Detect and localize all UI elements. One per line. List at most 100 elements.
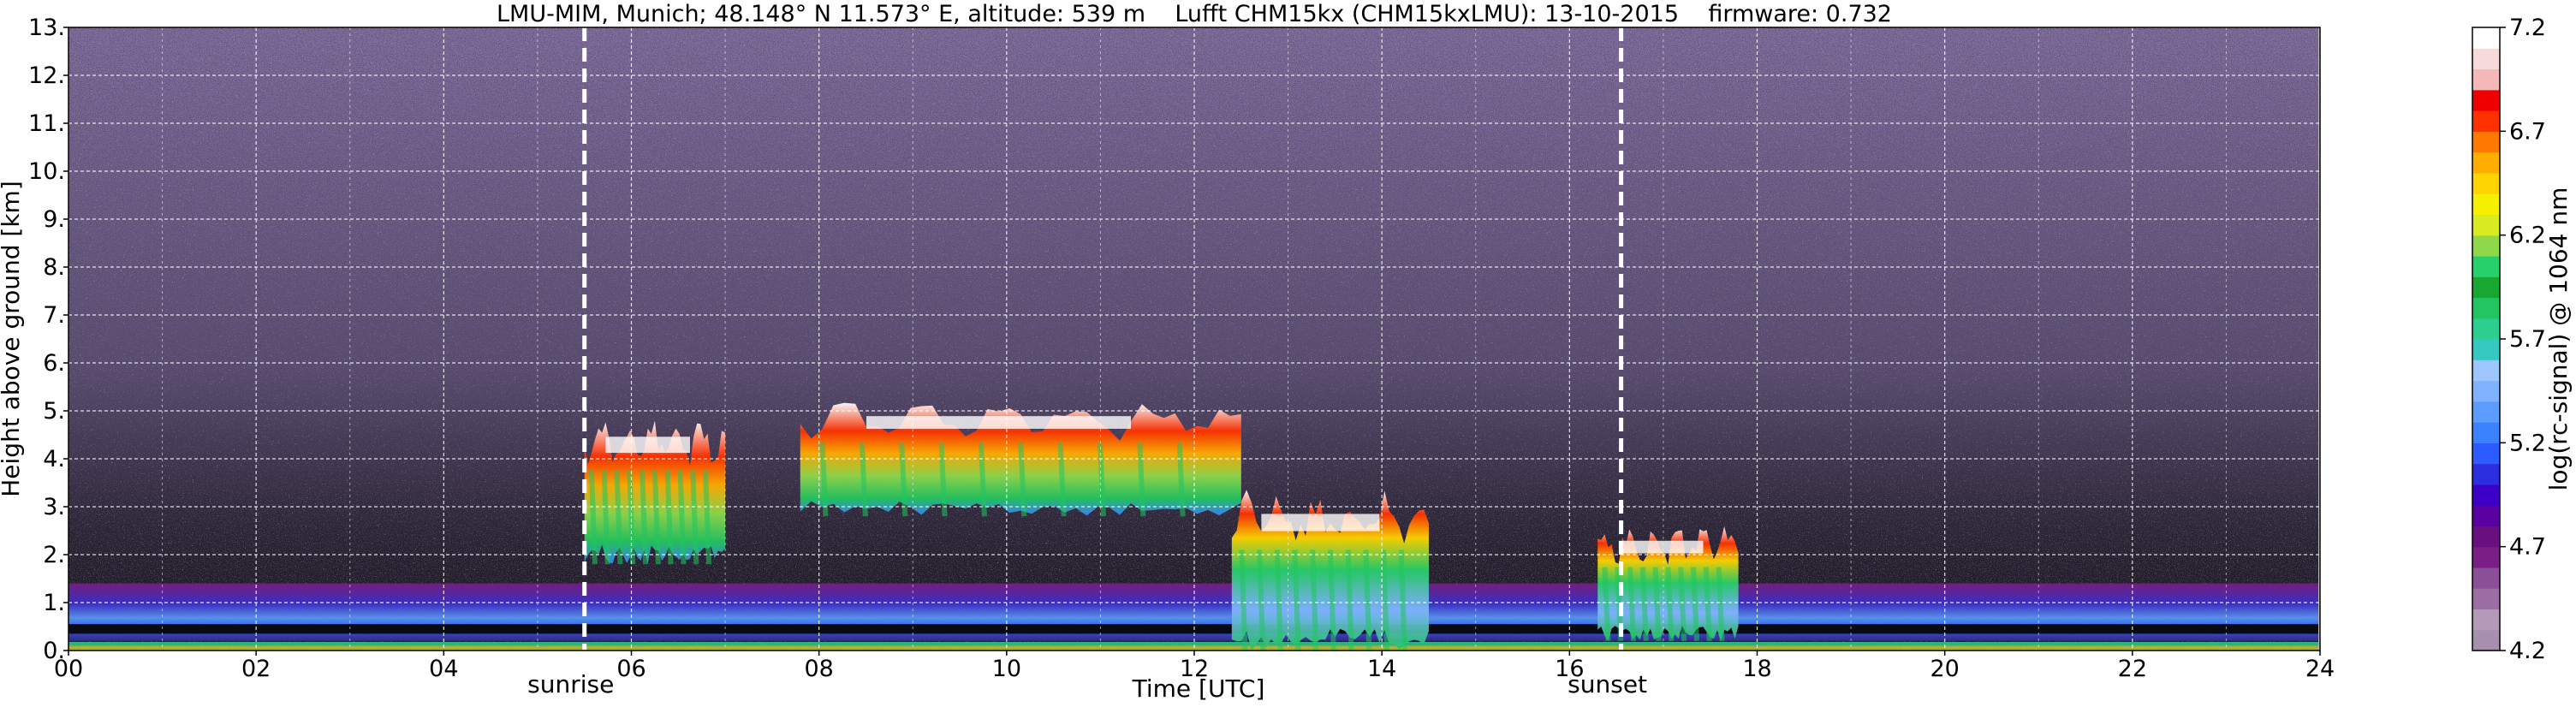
x-tick-label: 14 bbox=[1367, 656, 1396, 682]
virga-streak bbox=[899, 442, 908, 517]
virga-streak bbox=[1176, 442, 1186, 517]
virga-streak bbox=[664, 470, 674, 565]
virga-streak bbox=[1678, 567, 1687, 641]
virga-streak bbox=[651, 470, 661, 565]
colorbar-segment bbox=[2472, 443, 2500, 465]
virga-streak bbox=[1690, 567, 1699, 641]
sun-event-label: sunrise bbox=[527, 670, 614, 698]
y-tick-label: 5. bbox=[43, 398, 65, 425]
x-tick-label: 10 bbox=[992, 656, 1021, 682]
plot-right-strip bbox=[2318, 27, 2320, 651]
colorbar-segment bbox=[2472, 89, 2500, 111]
virga-streak bbox=[1398, 550, 1407, 651]
virga-streak bbox=[1381, 550, 1390, 651]
y-tick-label: 13. bbox=[28, 15, 65, 41]
colorbar-segment bbox=[2472, 172, 2500, 194]
colorbar-segment bbox=[2472, 567, 2500, 589]
y-tick-label: 0. bbox=[43, 638, 65, 664]
y-tick-label: 4. bbox=[43, 446, 65, 472]
colorbar-segment bbox=[2472, 463, 2500, 485]
y-tick-label: 12. bbox=[28, 62, 65, 89]
colorbar: 4.2 4.7 5.2 5.7 6.2 6.7 7.2 bbox=[2472, 15, 2546, 664]
colorbar-segment bbox=[2472, 359, 2500, 382]
colorbar-segment bbox=[2472, 48, 2500, 70]
y-tick-label: 7. bbox=[43, 302, 65, 329]
y-tick-label: 6. bbox=[43, 350, 65, 377]
y-tick-label: 2. bbox=[43, 542, 65, 568]
chart-title: LMU-MIM, Munich; 48.148° N 11.573° E, al… bbox=[497, 1, 1892, 27]
virga-streak bbox=[1239, 550, 1248, 651]
virga-streak bbox=[1639, 567, 1649, 641]
colorbar-segment bbox=[2472, 235, 2500, 257]
cloud-top-highlight bbox=[1261, 514, 1380, 532]
plot-area bbox=[68, 27, 2320, 651]
virga-streak bbox=[614, 470, 623, 565]
colorbar-segment bbox=[2472, 214, 2500, 236]
virga-streak bbox=[1057, 442, 1067, 517]
colorbar-segment bbox=[2472, 609, 2500, 631]
x-tick-label: 00 bbox=[54, 656, 83, 682]
y-tick-label: 1. bbox=[43, 590, 65, 616]
colorbar-segment bbox=[2472, 422, 2500, 443]
colorbar-segment bbox=[2472, 380, 2500, 402]
virga-streak bbox=[1274, 550, 1283, 651]
colorbar-segment bbox=[2472, 526, 2500, 548]
y-tick-label: 3. bbox=[43, 494, 65, 520]
virga-streak bbox=[588, 470, 598, 565]
x-tick-label: 12 bbox=[1180, 656, 1209, 682]
x-tick-label: 02 bbox=[241, 656, 271, 682]
colorbar-tick-label: 4.2 bbox=[2509, 638, 2546, 664]
cloud-top-highlight bbox=[1618, 540, 1704, 554]
virga-streak bbox=[1703, 567, 1712, 641]
virga-streak bbox=[627, 470, 636, 565]
colorbar-segment bbox=[2472, 505, 2500, 526]
colorbar-segment bbox=[2472, 193, 2500, 215]
virga-streak bbox=[1310, 550, 1319, 651]
y-tick-label: 8. bbox=[43, 254, 65, 281]
surface-layer-band bbox=[68, 645, 2320, 651]
x-axis-ticks: 00 02 04 06 08 10 12 14 16 18 20 22 24 bbox=[54, 651, 2335, 682]
colorbar-label: log(rc-signal) @ 1064 nm bbox=[2544, 187, 2573, 491]
virga-streak bbox=[1665, 567, 1675, 641]
x-tick-label: 04 bbox=[429, 656, 458, 682]
colorbar-tick-label: 5.2 bbox=[2509, 430, 2546, 456]
virga-streak bbox=[703, 470, 712, 565]
colorbar-segment bbox=[2472, 255, 2500, 277]
virga-streak bbox=[1257, 550, 1266, 651]
colorbar-segment bbox=[2472, 588, 2500, 610]
virga-streak bbox=[1292, 550, 1301, 651]
colorbar-segment bbox=[2472, 152, 2500, 174]
cloud-top-highlight bbox=[866, 416, 1132, 429]
virga-streak bbox=[1363, 550, 1372, 651]
virga-streak bbox=[859, 442, 868, 517]
virga-streak bbox=[1345, 550, 1354, 651]
grid-lines bbox=[68, 27, 2320, 651]
y-tick-label: 11. bbox=[28, 110, 65, 137]
virga-streak bbox=[1627, 567, 1637, 641]
colorbar-segment bbox=[2472, 629, 2500, 651]
annotations: sunrise sunset bbox=[527, 670, 1647, 698]
colorbar-tick-label: 5.7 bbox=[2509, 326, 2546, 353]
colorbar-segment bbox=[2472, 401, 2500, 423]
virga-streak bbox=[1137, 442, 1146, 517]
colorbar-tick-label: 4.7 bbox=[2509, 534, 2546, 561]
x-axis-label: Time [UTC] bbox=[1132, 674, 1265, 703]
colorbar-segment bbox=[2472, 276, 2500, 299]
virga-streak bbox=[1716, 567, 1725, 641]
colorbar-tick-label: 7.2 bbox=[2509, 15, 2546, 41]
cloud-top-highlight bbox=[605, 437, 690, 454]
virga-streak bbox=[978, 442, 987, 517]
colorbar-segment bbox=[2472, 27, 2500, 49]
colorbar-segment bbox=[2472, 339, 2500, 360]
x-tick-label: 08 bbox=[804, 656, 833, 682]
virga-streak bbox=[1652, 567, 1662, 641]
colorbar-segment bbox=[2472, 131, 2500, 153]
y-axis-ticks: 0. 1. 2. 3. 4. 5. 6. 7. 8. 9. 10. 11. 12. 13. bbox=[28, 15, 68, 664]
colorbar-segment bbox=[2472, 110, 2500, 132]
virga-streak bbox=[690, 470, 699, 565]
colorbar-segment bbox=[2472, 484, 2500, 506]
colorbar-segment bbox=[2472, 297, 2500, 319]
colorbar-tick-label: 6.2 bbox=[2509, 223, 2546, 249]
virga-streak bbox=[640, 470, 649, 565]
